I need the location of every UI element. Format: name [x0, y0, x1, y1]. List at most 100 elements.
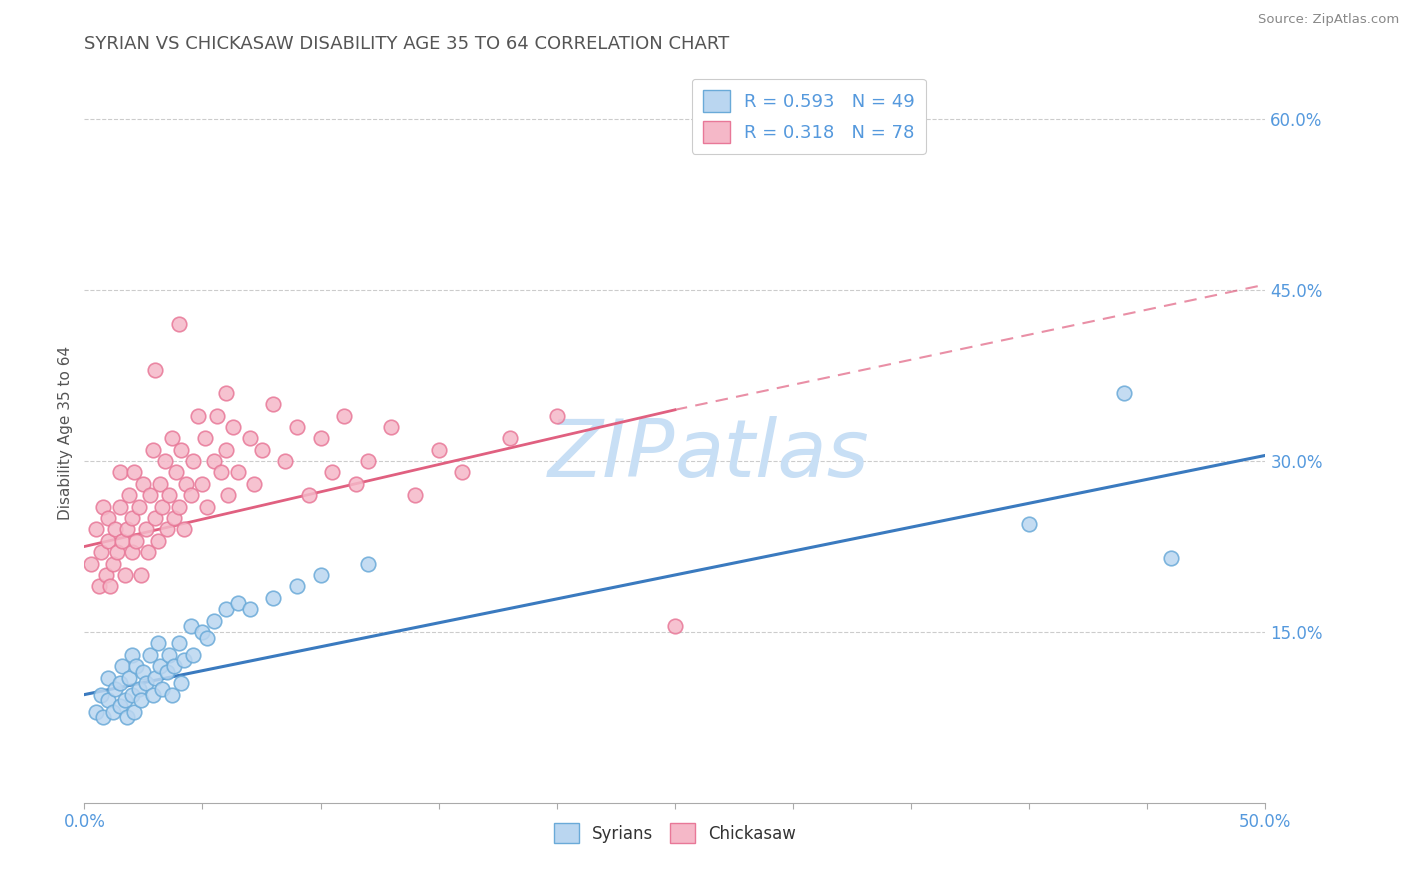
Point [139, 488, 162, 502]
Point [262, 397, 284, 411]
Y-axis label: Disability Age 35 to 64: Disability Age 35 to 64 [58, 345, 73, 520]
Point [333, 409, 356, 423]
Point [80, 557, 103, 571]
Point [121, 545, 143, 559]
Point [118, 488, 141, 502]
Point [250, 442, 273, 457]
Point [101, 557, 124, 571]
Point [91, 500, 114, 514]
Point [107, 545, 129, 559]
Point [321, 466, 343, 480]
Point [239, 431, 262, 445]
Point [202, 614, 225, 628]
Point [135, 523, 157, 537]
Point [125, 533, 148, 548]
Point [143, 671, 166, 685]
Point [90, 545, 112, 559]
Point [132, 476, 155, 491]
Point [121, 511, 143, 525]
Point [664, 619, 686, 633]
Point [160, 431, 183, 445]
Point [404, 488, 426, 502]
Text: ZIP: ZIP [547, 416, 675, 494]
Point [194, 431, 217, 445]
Point [191, 624, 214, 639]
Point [205, 409, 228, 423]
Point [129, 693, 152, 707]
Point [143, 511, 166, 525]
Point [262, 591, 284, 605]
Point [132, 665, 155, 679]
Text: Source: ZipAtlas.com: Source: ZipAtlas.com [1258, 13, 1399, 27]
Point [1018, 516, 1040, 531]
Point [125, 659, 148, 673]
Point [226, 466, 249, 480]
Point [163, 511, 186, 525]
Point [150, 500, 173, 514]
Point [108, 676, 131, 690]
Point [1160, 550, 1182, 565]
Point [111, 659, 134, 673]
Point [104, 523, 127, 537]
Point [94, 568, 117, 582]
Point [114, 693, 136, 707]
Point [187, 409, 209, 423]
Point [309, 431, 332, 445]
Point [153, 454, 176, 468]
Point [357, 454, 380, 468]
Point [139, 648, 162, 662]
Point [344, 476, 367, 491]
Point [157, 648, 180, 662]
Text: SYRIAN VS CHICKASAW DISABILITY AGE 35 TO 64 CORRELATION CHART: SYRIAN VS CHICKASAW DISABILITY AGE 35 TO… [84, 35, 730, 53]
Point [157, 488, 180, 502]
Point [170, 676, 193, 690]
Point [217, 488, 239, 502]
Point [170, 442, 193, 457]
Point [298, 488, 321, 502]
Point [121, 648, 143, 662]
Point [195, 500, 218, 514]
Point [149, 659, 172, 673]
Point [546, 409, 568, 423]
Point [167, 500, 190, 514]
Point [285, 420, 308, 434]
Point [121, 688, 143, 702]
Point [122, 705, 145, 719]
Point [108, 500, 131, 514]
Point [498, 431, 520, 445]
Point [128, 500, 150, 514]
Text: atlas: atlas [675, 416, 870, 494]
Point [114, 568, 136, 582]
Point [156, 523, 179, 537]
Point [156, 665, 179, 679]
Point [108, 698, 131, 713]
Point [97, 511, 120, 525]
Point [115, 523, 138, 537]
Point [143, 363, 166, 377]
Point [209, 466, 232, 480]
Point [97, 693, 120, 707]
Point [222, 420, 245, 434]
Point [84, 705, 107, 719]
Point [173, 653, 195, 667]
Point [128, 681, 150, 696]
Point [91, 710, 114, 724]
Point [309, 568, 332, 582]
Point [173, 523, 195, 537]
Point [202, 454, 225, 468]
Point [115, 710, 138, 724]
Point [427, 442, 450, 457]
Point [129, 568, 152, 582]
Point [149, 476, 172, 491]
Point [215, 442, 238, 457]
Point [84, 523, 107, 537]
Point [142, 442, 165, 457]
Point [239, 602, 262, 616]
Point [195, 631, 218, 645]
Point [380, 420, 402, 434]
Point [87, 579, 110, 593]
Point [226, 597, 249, 611]
Point [150, 681, 173, 696]
Legend: Syrians, Chickasaw: Syrians, Chickasaw [547, 816, 803, 850]
Point [97, 671, 120, 685]
